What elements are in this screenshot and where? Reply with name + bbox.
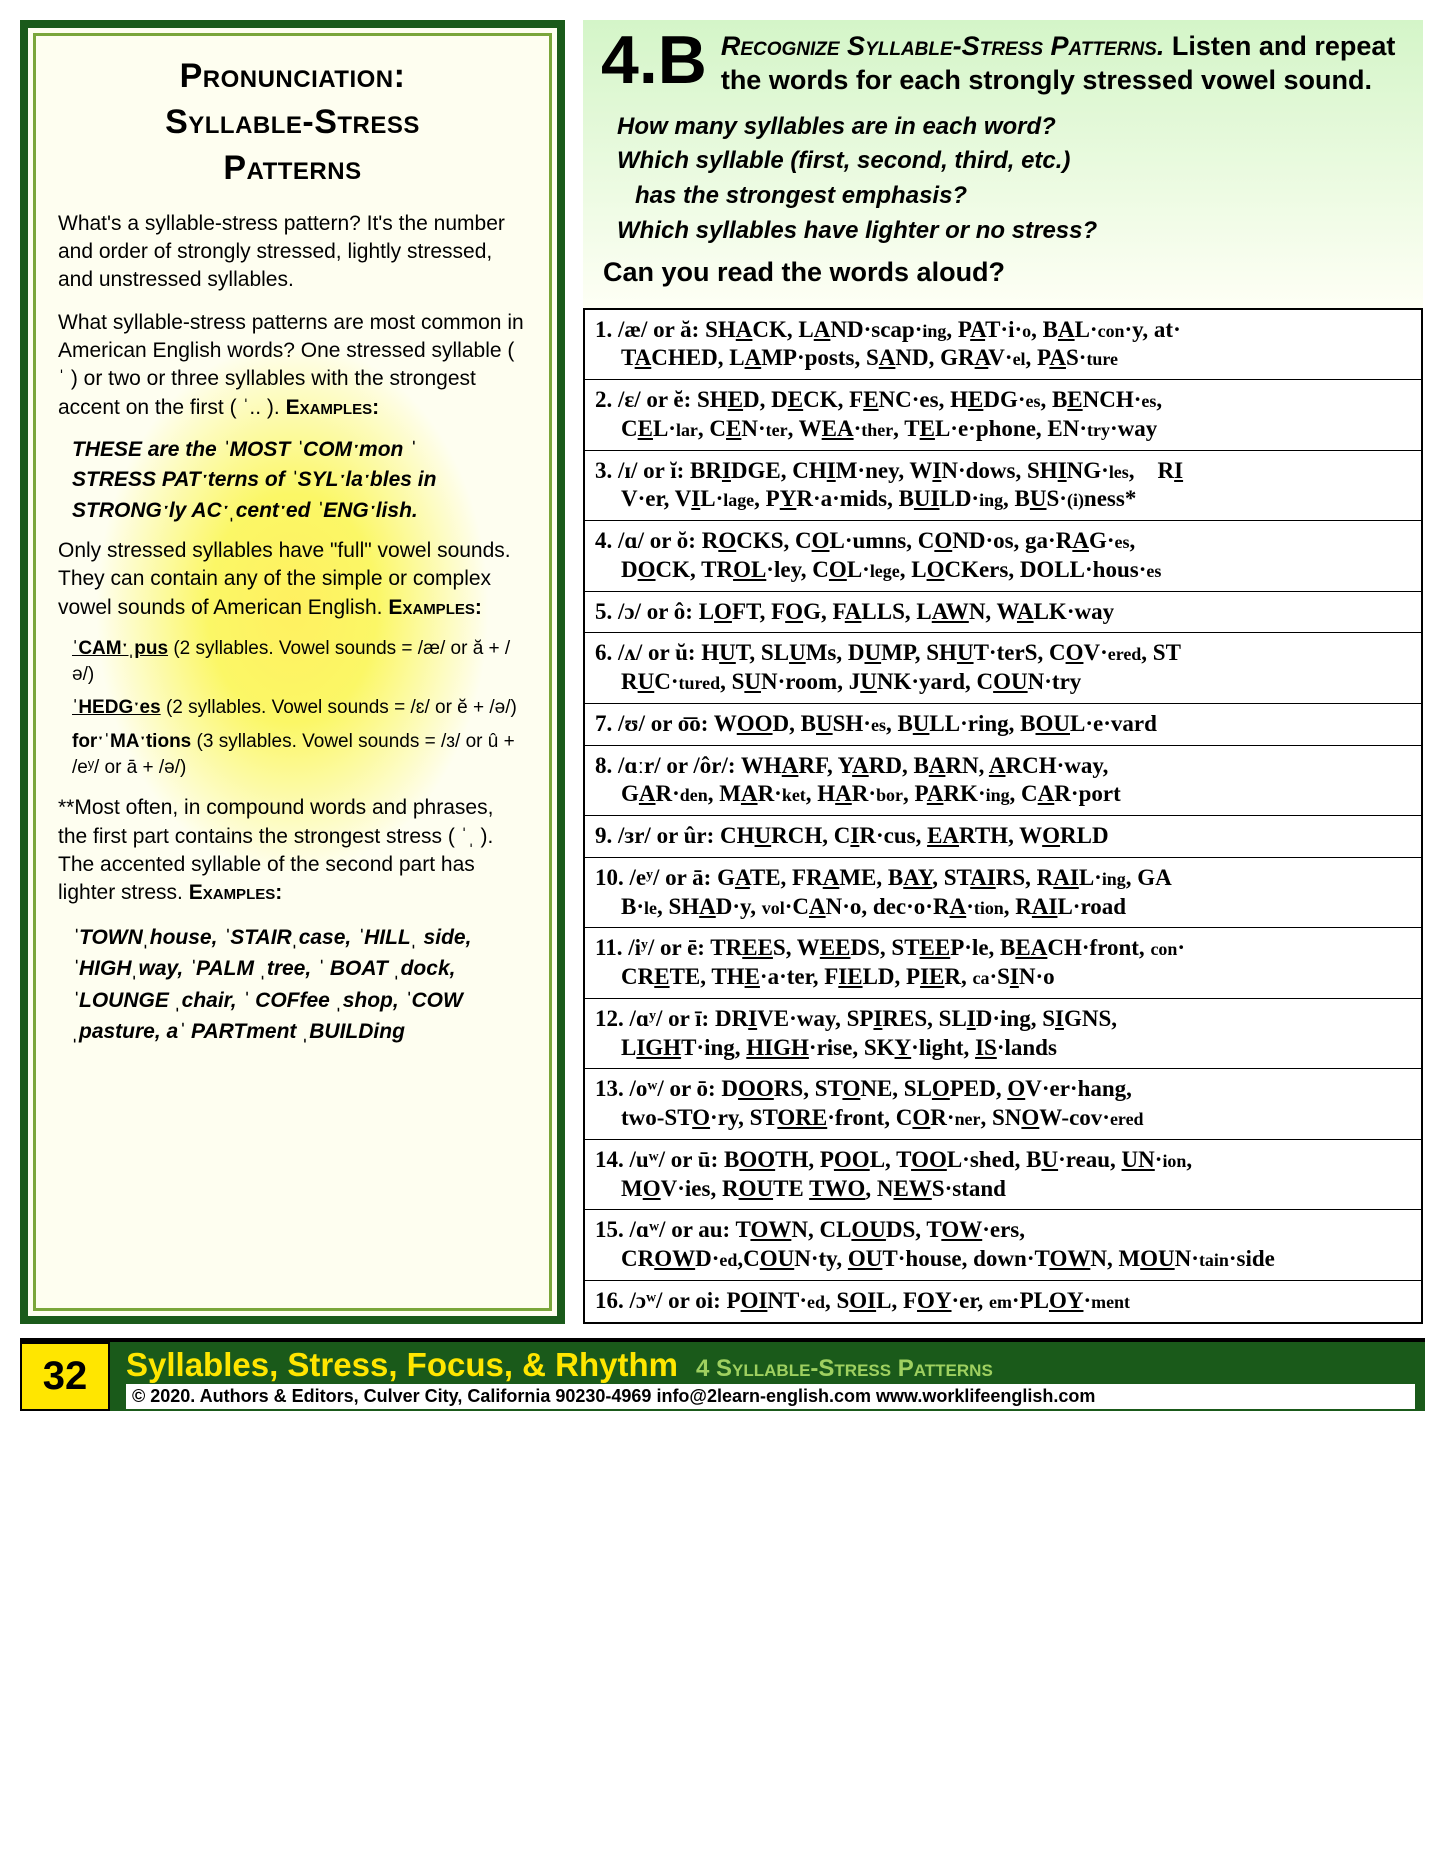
vowel-example-3: forˑˈMAˑtions (3 syllables. Vowel sounds…: [72, 729, 527, 780]
left-body: What's a syllable-stress pattern? It's t…: [58, 210, 527, 1048]
page-number: 32: [20, 1342, 110, 1411]
para-3: Only stressed syllables have "full" vowe…: [58, 537, 527, 622]
section-number: 4.B: [601, 30, 707, 91]
vowel-example-1: ˈCAMˑˌpus (2 syllables. Vowel sounds = /…: [72, 636, 527, 687]
para-4: **Most often, in compound words and phra…: [58, 794, 527, 907]
left-panel: Pronunciation: Syllable-Stress Patterns …: [20, 20, 565, 1324]
word-row-5: 5. /ɔ/ or ô: LOFT, FOG, FALLS, LAWN, WAL…: [585, 592, 1421, 634]
word-row-6: 6. /ʌ/ or ŭ: HUT, SLUMs, DUMP, SHUT·terS…: [585, 633, 1421, 704]
questions: How many syllables are in each word? Whi…: [617, 110, 1405, 249]
word-row-3: 3. /ɪ/ or ĭ: BRIDGE, CHIM·ney, WIN·dows,…: [585, 451, 1421, 522]
instructions: Recognize Syllable-Stress Patterns. List…: [601, 30, 1405, 98]
word-row-13: 13. /oʷ/ or ō: DOORS, STONE, SLOPED, OV·…: [585, 1069, 1421, 1140]
examples-block-2: ˈTOWNˌhouse, ˈSTAIRˌcase, ˈHILLˌ side, ˈ…: [72, 922, 527, 1048]
word-row-7: 7. /ʊ/ or o͞o: WOOD, BUSH·es, BULL·ring,…: [585, 704, 1421, 746]
read-aloud-prompt: Can you read the words aloud?: [603, 257, 1405, 288]
word-row-1: 1. /æ/ or ă: SHACK, LAND·scap·ing, PAT·i…: [585, 310, 1421, 381]
word-row-10: 10. /eʸ/ or ā: GATE, FRAME, BAY, STAIRS,…: [585, 858, 1421, 929]
title-line2: Syllable-Stress: [165, 103, 420, 141]
exercise-header: 4.B Recognize Syllable-Stress Patterns. …: [583, 20, 1423, 308]
word-row-14: 14. /uʷ/ or ū: BOOTH, POOL, TOOL·shed, B…: [585, 1140, 1421, 1211]
word-row-12: 12. /ɑʸ/ or ī: DRIVE·way, SPIRES, SLID·i…: [585, 999, 1421, 1070]
page: Pronunciation: Syllable-Stress Patterns …: [20, 20, 1425, 1324]
word-list-box: 1. /æ/ or ă: SHACK, LAND·scap·ing, PAT·i…: [583, 308, 1423, 1324]
word-row-16: 16. /ɔʷ/ or oi: POINT·ed, SOIL, FOY·er, …: [585, 1281, 1421, 1322]
examples-block-1: THESE are the ˈMOST ˈCOMˑmon ˈ STRESS PA…: [72, 436, 527, 525]
footer-subtitle: 4 Syllable-Stress Patterns: [696, 1355, 993, 1382]
word-row-15: 15. /ɑʷ/ or au: TOWN, CLOUDS, TOW·ers,CR…: [585, 1210, 1421, 1281]
word-row-8: 8. /ɑːr/ or /ôr/: WHARF, YARD, BARN, ARC…: [585, 746, 1421, 817]
word-row-2: 2. /ɛ/ or ĕ: SHED, DECK, FENC·es, HEDG·e…: [585, 380, 1421, 451]
word-row-4: 4. /ɑ/ or ŏ: ROCKS, COL·umns, COND·os, g…: [585, 521, 1421, 592]
title-line3: Patterns: [223, 149, 361, 187]
left-inner: Pronunciation: Syllable-Stress Patterns …: [33, 33, 552, 1311]
word-row-9: 9. /ɜr/ or ûr: CHURCH, CIR·cus, EARTH, W…: [585, 816, 1421, 858]
vowel-example-2: ˈHEDGˑes (2 syllables. Vowel sounds = /ɛ…: [72, 695, 527, 721]
para-1: What's a syllable-stress pattern? It's t…: [58, 210, 527, 295]
footer-copyright: © 2020. Authors & Editors, Culver City, …: [126, 1384, 1415, 1409]
title-line1: Pronunciation:: [180, 57, 406, 95]
footer: 32 Syllables, Stress, Focus, & Rhythm 4 …: [20, 1338, 1425, 1411]
right-panel: 4.B Recognize Syllable-Stress Patterns. …: [583, 20, 1423, 1324]
para-2: What syllable-stress patterns are most c…: [58, 309, 527, 422]
footer-main: Syllables, Stress, Focus, & Rhythm 4 Syl…: [110, 1342, 1425, 1411]
left-title: Pronunciation: Syllable-Stress Patterns: [58, 54, 527, 192]
word-row-11: 11. /iʸ/ or ē: TREES, WEEDS, STEEP·le, B…: [585, 928, 1421, 999]
footer-title: Syllables, Stress, Focus, & Rhythm: [126, 1346, 678, 1383]
